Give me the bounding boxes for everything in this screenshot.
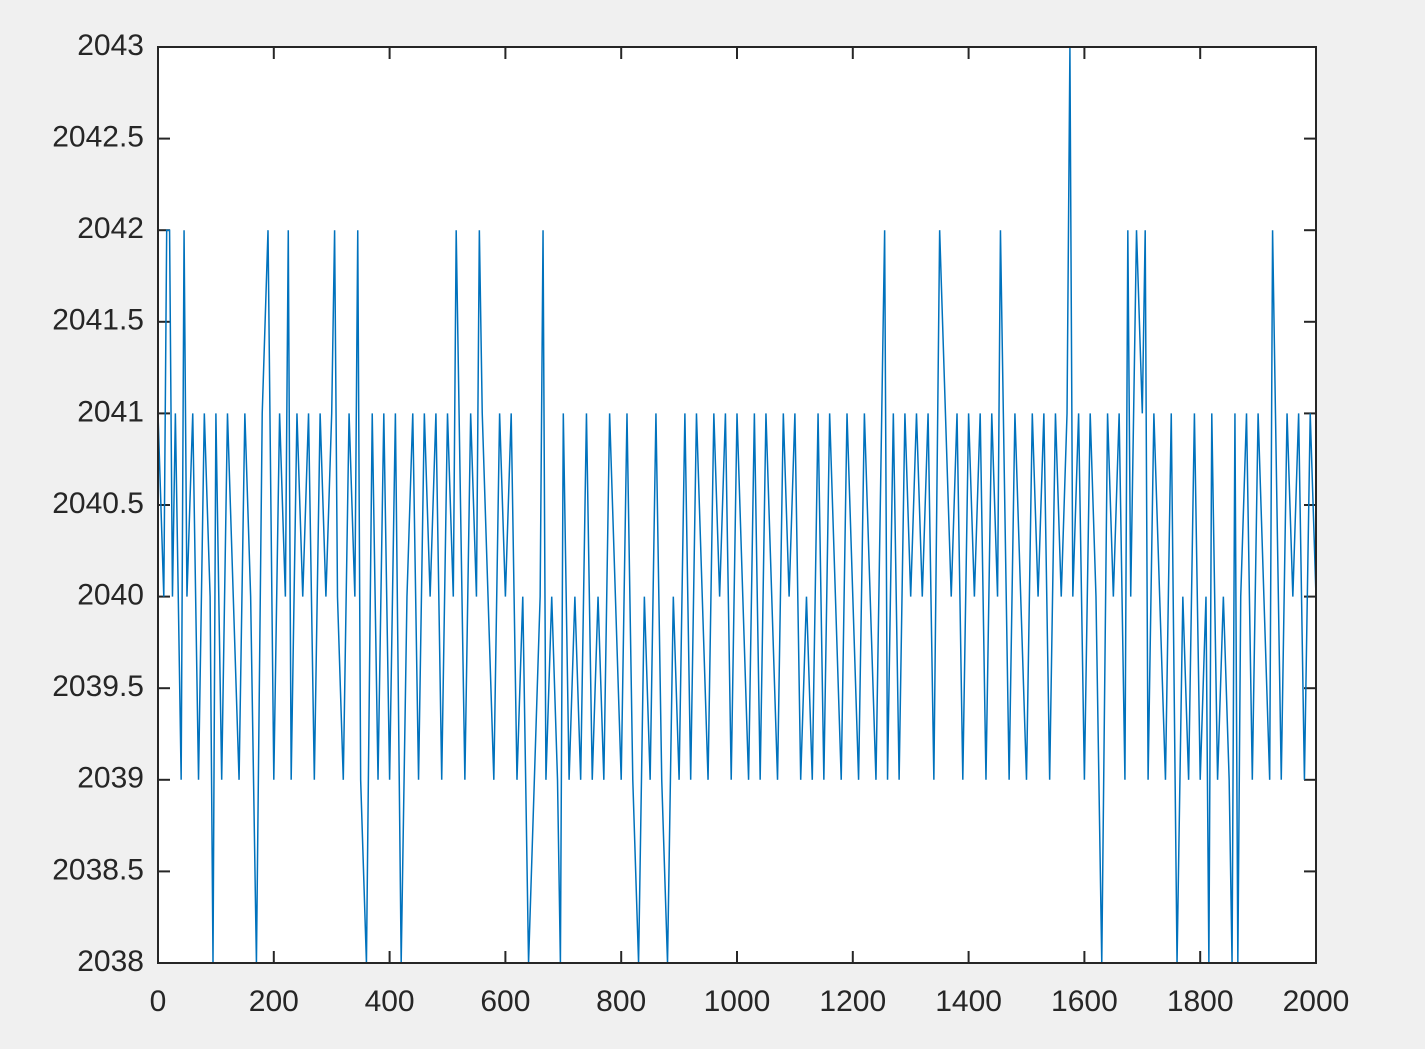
y-tick-label: 2042 xyxy=(77,212,144,245)
y-tick-label: 2041 xyxy=(77,395,144,428)
y-tick-label: 2040.5 xyxy=(52,487,144,520)
x-tick-label: 1400 xyxy=(935,985,1002,1018)
y-tick-label: 2038 xyxy=(77,945,144,978)
x-tick-label: 1000 xyxy=(704,985,771,1018)
y-tick-label: 2038.5 xyxy=(52,853,144,886)
data-line xyxy=(157,46,1317,964)
x-tick-label: 1600 xyxy=(1051,985,1118,1018)
x-tick-label: 400 xyxy=(365,985,415,1018)
y-tick-label: 2040 xyxy=(77,579,144,612)
y-tick-label: 2043 xyxy=(77,29,144,62)
y-tick-label: 2042.5 xyxy=(52,121,144,154)
axes-box xyxy=(157,46,1317,964)
x-tick-label: 0 xyxy=(150,985,167,1018)
plot-area xyxy=(158,47,1316,963)
x-tick-label: 800 xyxy=(596,985,646,1018)
x-tick-label: 600 xyxy=(480,985,530,1018)
x-tick-label: 2000 xyxy=(1283,985,1350,1018)
y-tick-label: 2039 xyxy=(77,762,144,795)
y-tick-label: 2041.5 xyxy=(52,304,144,337)
x-tick-label: 1800 xyxy=(1167,985,1234,1018)
x-tick-label: 200 xyxy=(249,985,299,1018)
y-tick-label: 2039.5 xyxy=(52,670,144,703)
x-tick-label: 1200 xyxy=(819,985,886,1018)
